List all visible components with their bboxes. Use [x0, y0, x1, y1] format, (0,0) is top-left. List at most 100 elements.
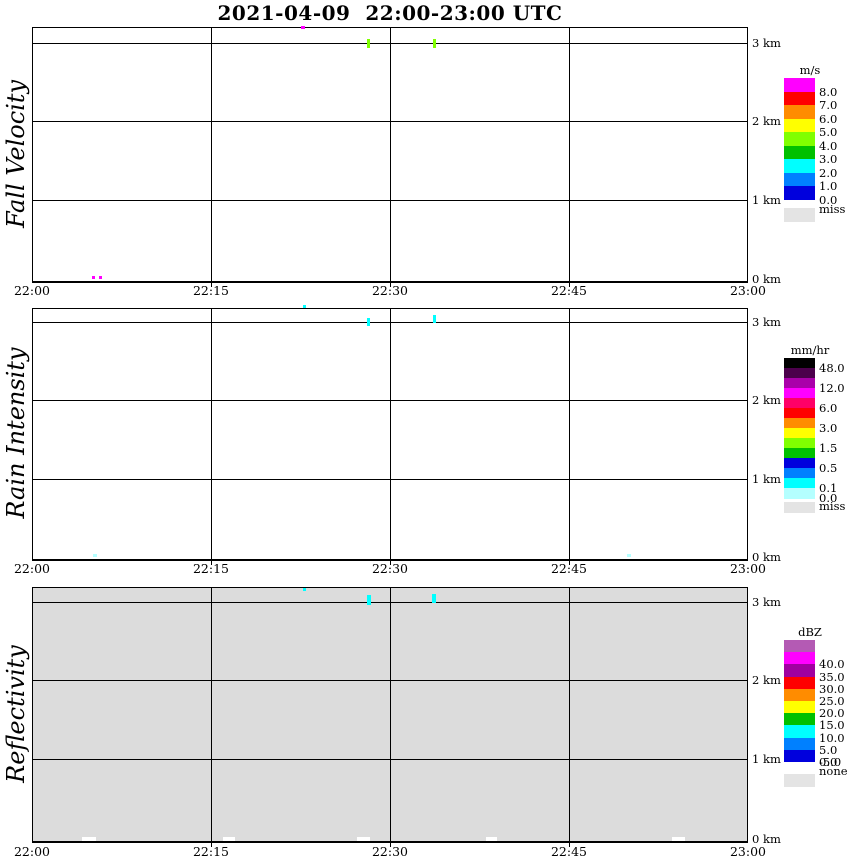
legend-color-cell — [784, 737, 815, 751]
time-gridline — [211, 588, 212, 841]
colorbar-missing-label: none — [819, 764, 848, 778]
legend-color-cell — [784, 448, 815, 459]
legend-value-label: 5.0 — [819, 742, 838, 757]
legend-value-label: 0.5 — [819, 461, 838, 475]
x-axis-tick — [390, 561, 391, 565]
legend-color-cell — [784, 105, 815, 119]
legend-color-cell — [784, 713, 815, 726]
legend-value-label: -5.0 — [819, 755, 842, 769]
altitude-tick-label: 2 km — [752, 673, 781, 687]
time-gridline — [390, 309, 391, 559]
x-tick-label: 22:00 — [13, 283, 51, 298]
legend-value-label: 40.0 — [819, 657, 845, 672]
time-gridline — [569, 588, 570, 841]
x-tick-label: 22:45 — [550, 844, 588, 859]
time-gridline — [211, 309, 212, 559]
altitude-tick-label: 1 km — [752, 752, 781, 766]
legend-color-cell — [784, 132, 815, 146]
x-tick-label: 23:00 — [729, 844, 767, 859]
legend-value-label: 35.0 — [819, 669, 845, 684]
x-axis-tick — [211, 283, 212, 287]
data-mark — [357, 836, 371, 841]
legend-color-cell — [784, 186, 815, 200]
legend-color-cell — [784, 378, 815, 389]
altitude-tick-label: 2 km — [752, 114, 781, 128]
time-gridline — [569, 28, 570, 281]
legend-color-cell — [784, 458, 815, 469]
x-tick-label: 23:00 — [729, 561, 767, 576]
altitude-tick-label: 0 km — [752, 550, 781, 564]
legend-color-cell — [784, 438, 815, 449]
legend-color-cell — [784, 159, 815, 173]
legend-value-label: 1.5 — [819, 441, 838, 455]
data-mark — [99, 275, 103, 279]
y-axis-title-reflectivity: Reflectivity — [2, 645, 30, 783]
data-mark — [432, 38, 436, 48]
legend-color-cell — [784, 118, 815, 133]
time-gridline — [390, 588, 391, 841]
colorbar-missing-label: miss — [819, 499, 846, 513]
legend-color-cell — [784, 652, 815, 665]
altitude-tick-label: 1 km — [752, 472, 781, 486]
data-mark — [626, 553, 631, 557]
y-axis-title-fall-velocity: Fall Velocity — [2, 79, 30, 229]
legend-value-label: 6.0 — [819, 111, 838, 126]
data-mark — [432, 593, 437, 603]
x-tick-label: 22:45 — [550, 283, 588, 298]
data-mark — [432, 314, 436, 323]
data-mark — [92, 554, 97, 558]
x-axis-tick — [211, 561, 212, 565]
legend-value-label: 3.0 — [819, 421, 838, 435]
altitude-tick-label: 3 km — [752, 36, 781, 50]
legend-value-label: 30.0 — [819, 681, 845, 696]
data-mark — [367, 318, 371, 326]
legend-color-cell — [784, 418, 815, 429]
colorbar-unit-label: dBZ — [798, 625, 822, 639]
legend-color-cell — [784, 398, 815, 409]
x-axis-tick — [390, 843, 391, 847]
altitude-tick-label: 3 km — [752, 595, 781, 609]
altitude-tick-label: 3 km — [752, 315, 781, 329]
data-mark — [91, 275, 95, 279]
legend-value-label: 15.0 — [819, 718, 845, 733]
time-gridline — [569, 309, 570, 559]
legend-missing-cell — [784, 502, 815, 513]
x-axis-tick — [211, 843, 212, 847]
chart-title: 2021-04-09 22:00-23:00 UTC — [217, 1, 563, 25]
x-tick-label: 22:30 — [371, 283, 409, 298]
colorbar-unit-label: m/s — [799, 63, 821, 77]
legend-color-cell — [784, 749, 815, 763]
legend-value-label: 0.1 — [819, 481, 838, 495]
legend-color-cell — [784, 172, 815, 187]
legend-value-label: 10.0 — [819, 730, 845, 745]
legend-value-label: 12.0 — [819, 381, 845, 395]
x-axis-tick — [569, 561, 570, 565]
time-gridline — [390, 28, 391, 281]
legend-missing-cell — [784, 207, 815, 222]
legend-value-label: 25.0 — [819, 694, 845, 708]
legend-color-cell — [784, 468, 815, 479]
altitude-tick-label: 1 km — [752, 193, 781, 207]
legend-color-cell — [784, 478, 815, 489]
x-tick-label: 22:15 — [192, 283, 230, 298]
x-axis-tick — [569, 843, 570, 847]
legend-color-cell — [784, 145, 815, 160]
legend-color-cell — [784, 358, 815, 369]
x-tick-label: 23:00 — [729, 283, 767, 298]
colorbar-unit-label: mm/hr — [790, 343, 830, 357]
x-tick-label: 22:45 — [550, 561, 588, 576]
legend-value-label: 0.0 — [819, 755, 838, 769]
legend-value-label: 6.0 — [819, 401, 838, 415]
legend-color-cell — [784, 78, 815, 92]
altitude-tick-label: 0 km — [752, 832, 781, 846]
legend-color-cell — [784, 388, 815, 399]
legend-color-cell — [784, 91, 815, 106]
legend-value-label: 7.0 — [819, 98, 838, 112]
data-mark — [672, 836, 686, 841]
legend-value-label: 20.0 — [819, 706, 845, 721]
legend-color-cell — [784, 640, 815, 653]
legend-color-cell — [784, 408, 815, 419]
data-mark — [300, 25, 305, 29]
x-tick-label: 22:30 — [371, 844, 409, 859]
time-gridline — [211, 28, 212, 281]
